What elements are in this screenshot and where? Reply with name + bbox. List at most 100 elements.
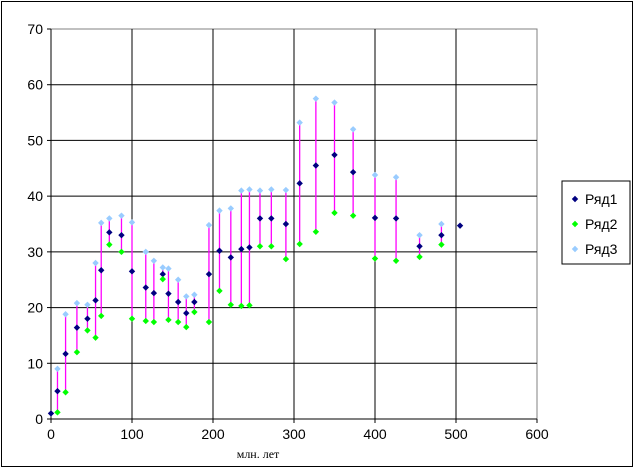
legend-label: Ряд3	[585, 241, 618, 257]
data-point	[128, 315, 136, 322]
data-point	[128, 219, 136, 226]
data-point	[268, 243, 275, 250]
y-tick-label: 0	[35, 411, 43, 427]
x-tick-label: 100	[120, 426, 144, 442]
data-point	[238, 302, 245, 310]
data-point	[159, 270, 166, 278]
data-point	[312, 162, 320, 169]
data-point	[98, 267, 105, 274]
data-point	[159, 264, 166, 271]
data-point	[106, 229, 113, 236]
data-point	[84, 315, 91, 322]
data-point	[438, 220, 445, 228]
x-tick-label: 200	[201, 426, 225, 442]
data-point	[392, 215, 400, 222]
data-point	[371, 214, 379, 222]
data-point	[331, 99, 338, 106]
x-tick-label: 500	[444, 426, 468, 442]
y-tick-label: 10	[27, 355, 43, 371]
y-tick-label: 40	[27, 188, 43, 204]
data-point	[256, 215, 264, 222]
data-point	[296, 240, 303, 248]
data-point	[268, 215, 275, 222]
series-markers	[47, 95, 464, 417]
x-tick-label: 400	[363, 426, 387, 442]
data-point	[349, 212, 357, 219]
data-point	[73, 324, 81, 331]
y-tick-label: 30	[27, 244, 43, 260]
data-point	[150, 257, 158, 264]
data-point	[54, 365, 61, 373]
legend-label: Ряд2	[585, 216, 618, 232]
data-point	[216, 207, 223, 214]
data-point	[216, 247, 223, 254]
legend-marker	[571, 195, 579, 203]
data-point	[227, 205, 235, 212]
data-point	[438, 241, 445, 248]
data-point	[205, 318, 213, 326]
data-point	[191, 308, 198, 316]
data-point	[165, 265, 172, 272]
data-point	[416, 231, 423, 239]
data-point	[331, 151, 338, 159]
data-point	[118, 248, 125, 256]
data-point	[238, 187, 245, 194]
data-point	[282, 186, 290, 194]
data-point	[62, 311, 69, 318]
data-point	[142, 317, 149, 325]
data-point	[174, 298, 182, 306]
data-point	[296, 180, 303, 187]
data-point	[312, 95, 320, 102]
data-point	[62, 389, 69, 396]
data-point	[47, 410, 55, 417]
data-point	[118, 212, 125, 219]
data-point	[165, 316, 172, 324]
legend: Ряд1 Ряд2 Ряд3	[561, 180, 631, 265]
data-point	[312, 228, 320, 235]
series-2	[54, 209, 445, 416]
data-point	[92, 297, 99, 304]
data-point	[268, 186, 275, 193]
y-axis-tick-labels: 0 10 20 30 40 50 60 70	[27, 21, 43, 427]
data-point	[191, 298, 198, 306]
data-point	[118, 231, 125, 239]
data-point	[238, 245, 245, 253]
data-point	[150, 289, 158, 297]
data-point	[84, 301, 91, 308]
data-point	[205, 221, 213, 229]
data-point	[183, 309, 190, 317]
x-tick-label: 300	[282, 426, 306, 442]
axis-lines	[47, 28, 538, 423]
data-point	[183, 323, 190, 331]
data-point	[54, 387, 61, 395]
data-point	[106, 241, 113, 248]
data-point	[98, 312, 105, 320]
data-point	[371, 171, 379, 179]
data-point	[282, 220, 290, 228]
data-point	[246, 302, 253, 309]
data-point	[150, 318, 158, 326]
data-point	[191, 291, 198, 298]
legend-items: Ряд1 Ряд2 Ряд3	[571, 191, 618, 257]
data-point	[256, 243, 264, 250]
data-point	[256, 187, 264, 194]
series-3	[54, 95, 445, 373]
legend-label: Ряд1	[585, 191, 618, 207]
data-point	[165, 290, 172, 297]
data-point	[227, 254, 235, 261]
data-point	[349, 168, 357, 176]
legend-marker	[571, 245, 579, 253]
x-axis-label: млн. лет	[237, 447, 280, 461]
data-point	[106, 215, 113, 222]
y-tick-label: 70	[27, 21, 43, 37]
data-point	[174, 318, 182, 326]
y-tick-label: 60	[27, 77, 43, 93]
data-point	[331, 209, 338, 217]
data-point	[84, 327, 91, 334]
data-point	[142, 284, 149, 291]
data-point	[174, 276, 182, 283]
data-point	[392, 257, 400, 264]
data-point	[73, 348, 81, 356]
data-point	[456, 222, 464, 229]
